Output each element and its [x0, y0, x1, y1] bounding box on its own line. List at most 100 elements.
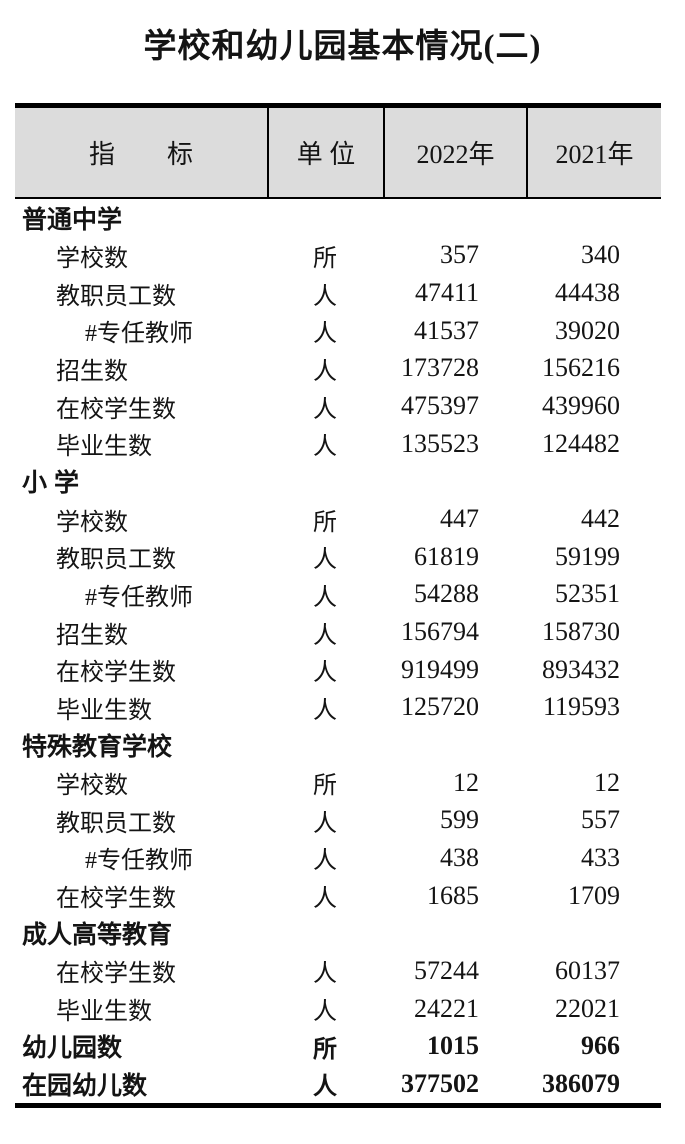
row-label: 学校数 — [56, 773, 128, 800]
row-value-2022: 54288 — [414, 579, 479, 609]
row-value-2022: 24221 — [414, 993, 479, 1023]
row-unit: 所 — [313, 245, 337, 272]
row-value-2021: 22021 — [555, 993, 620, 1023]
row-value-2021: 340 — [581, 240, 620, 270]
row-unit: 人 — [313, 321, 337, 348]
table-row: #专任教师 人 438 433 — [15, 839, 661, 877]
row-label: 招生数 — [56, 358, 128, 385]
table-row: 学校数 所 12 12 — [15, 764, 661, 802]
row-value-2021: 119593 — [542, 692, 620, 722]
row-label: 教职员工数 — [56, 810, 176, 837]
row-value-2022: 475397 — [401, 391, 479, 421]
row-unit: 人 — [313, 358, 337, 385]
row-label: 在校学生数 — [56, 396, 176, 423]
row-label: 教职员工数 — [56, 547, 176, 574]
row-value-2021: 439960 — [542, 391, 620, 421]
table-row: 毕业生数 人 125720 119593 — [15, 689, 661, 727]
row-label: 毕业生数 — [56, 999, 152, 1026]
row-value-2021: 158730 — [542, 617, 620, 647]
row-value-2022: 41537 — [414, 315, 479, 345]
row-value-2022: 173728 — [401, 353, 479, 383]
row-unit: 人 — [313, 999, 337, 1026]
row-value-2021: 59199 — [555, 541, 620, 571]
row-unit: 人 — [313, 961, 337, 988]
row-value-2022: 57244 — [414, 955, 479, 985]
table-row: 小 学 — [15, 463, 661, 501]
table-header: 指 标 单 位 2022年 2021年 — [15, 103, 661, 199]
row-label: 毕业生数 — [56, 697, 152, 724]
row-label: 在校学生数 — [56, 961, 176, 988]
table-row: 学校数 所 357 340 — [15, 237, 661, 275]
row-value-2022: 919499 — [401, 654, 479, 684]
row-value-2022: 377502 — [401, 1068, 479, 1098]
page-title: 学校和幼儿园基本情况(二) — [143, 29, 542, 65]
row-unit: 人 — [313, 547, 337, 574]
row-value-2021: 386079 — [542, 1068, 620, 1098]
row-value-2022: 1015 — [427, 1031, 479, 1061]
row-unit: 人 — [313, 848, 337, 875]
row-unit: 人 — [313, 810, 337, 837]
row-value-2022: 125720 — [401, 692, 479, 722]
row-value-2021: 156216 — [542, 353, 620, 383]
row-value-2022: 47411 — [414, 278, 479, 308]
header-cell-unit: 单 位 — [267, 108, 383, 197]
header-cell-2022: 2022年 — [383, 108, 526, 197]
row-label: 成人高等教育 — [22, 921, 173, 950]
table-row: 在校学生数 人 475397 439960 — [15, 387, 661, 425]
table-row: 普通中学 — [15, 199, 661, 237]
row-label: #专任教师 — [85, 848, 193, 875]
row-value-2022: 1685 — [427, 880, 479, 910]
row-value-2022: 12 — [453, 767, 479, 797]
table-row: #专任教师 人 41537 39020 — [15, 312, 661, 350]
table-row: 毕业生数 人 135523 124482 — [15, 425, 661, 463]
row-unit: 人 — [313, 396, 337, 423]
table-row: 成人高等教育 — [15, 914, 661, 952]
header-cell-indicator: 指 标 — [88, 140, 193, 169]
row-value-2022: 357 — [440, 240, 479, 270]
row-label: 幼儿园数 — [22, 1034, 123, 1063]
table-row: 教职员工数 人 47411 44438 — [15, 274, 661, 312]
table-row: 招生数 人 156794 158730 — [15, 613, 661, 651]
row-value-2021: 1709 — [568, 880, 620, 910]
table-row: 毕业生数 人 24221 22021 — [15, 990, 661, 1028]
row-value-2021: 433 — [581, 842, 620, 872]
row-label: 普通中学 — [22, 205, 123, 234]
row-label: 学校数 — [56, 245, 128, 272]
row-value-2021: 966 — [581, 1031, 620, 1061]
row-value-2021: 12 — [594, 767, 620, 797]
table-row: 幼儿园数 所 1015 966 — [15, 1027, 661, 1065]
table-row: #专任教师 人 54288 52351 — [15, 576, 661, 614]
row-value-2021: 442 — [581, 504, 620, 534]
table-body: 普通中学 学校数 所 357 340 教职员工数 人 47411 44438 #… — [15, 199, 661, 1108]
row-value-2021: 39020 — [555, 315, 620, 345]
row-label: #专任教师 — [85, 321, 193, 348]
row-unit: 人 — [313, 1073, 337, 1101]
row-value-2021: 52351 — [555, 579, 620, 609]
table-row: 教职员工数 人 599 557 — [15, 802, 661, 840]
row-unit: 所 — [313, 1035, 337, 1063]
row-value-2022: 447 — [440, 504, 479, 534]
row-unit: 所 — [313, 773, 337, 800]
table-row: 在校学生数 人 1685 1709 — [15, 877, 661, 915]
row-label: 小 学 — [22, 469, 79, 498]
table-row: 在园幼儿数 人 377502 386079 — [15, 1065, 661, 1103]
row-label: 招生数 — [56, 622, 128, 649]
row-value-2022: 156794 — [401, 617, 479, 647]
row-label: 教职员工数 — [56, 283, 176, 310]
table-row: 特殊教育学校 — [15, 726, 661, 764]
data-table: 指 标 单 位 2022年 2021年 普通中学 学校数 所 357 340 教… — [15, 103, 661, 1108]
row-unit: 人 — [313, 886, 337, 913]
row-value-2022: 61819 — [414, 541, 479, 571]
row-value-2022: 438 — [440, 842, 479, 872]
row-unit: 所 — [313, 509, 337, 536]
row-value-2021: 893432 — [542, 654, 620, 684]
row-label: 特殊教育学校 — [22, 733, 173, 762]
row-unit: 人 — [313, 434, 337, 461]
page: 学校和幼儿园基本情况(二) 指 标 单 位 2022年 2021年 普通中学 学… — [0, 26, 685, 1144]
row-label: 在校学生数 — [56, 660, 176, 687]
table-row: 招生数 人 173728 156216 — [15, 350, 661, 388]
table-row: 教职员工数 人 61819 59199 — [15, 538, 661, 576]
row-label: #专任教师 — [85, 584, 193, 611]
row-value-2021: 124482 — [542, 428, 620, 458]
row-unit: 人 — [313, 660, 337, 687]
